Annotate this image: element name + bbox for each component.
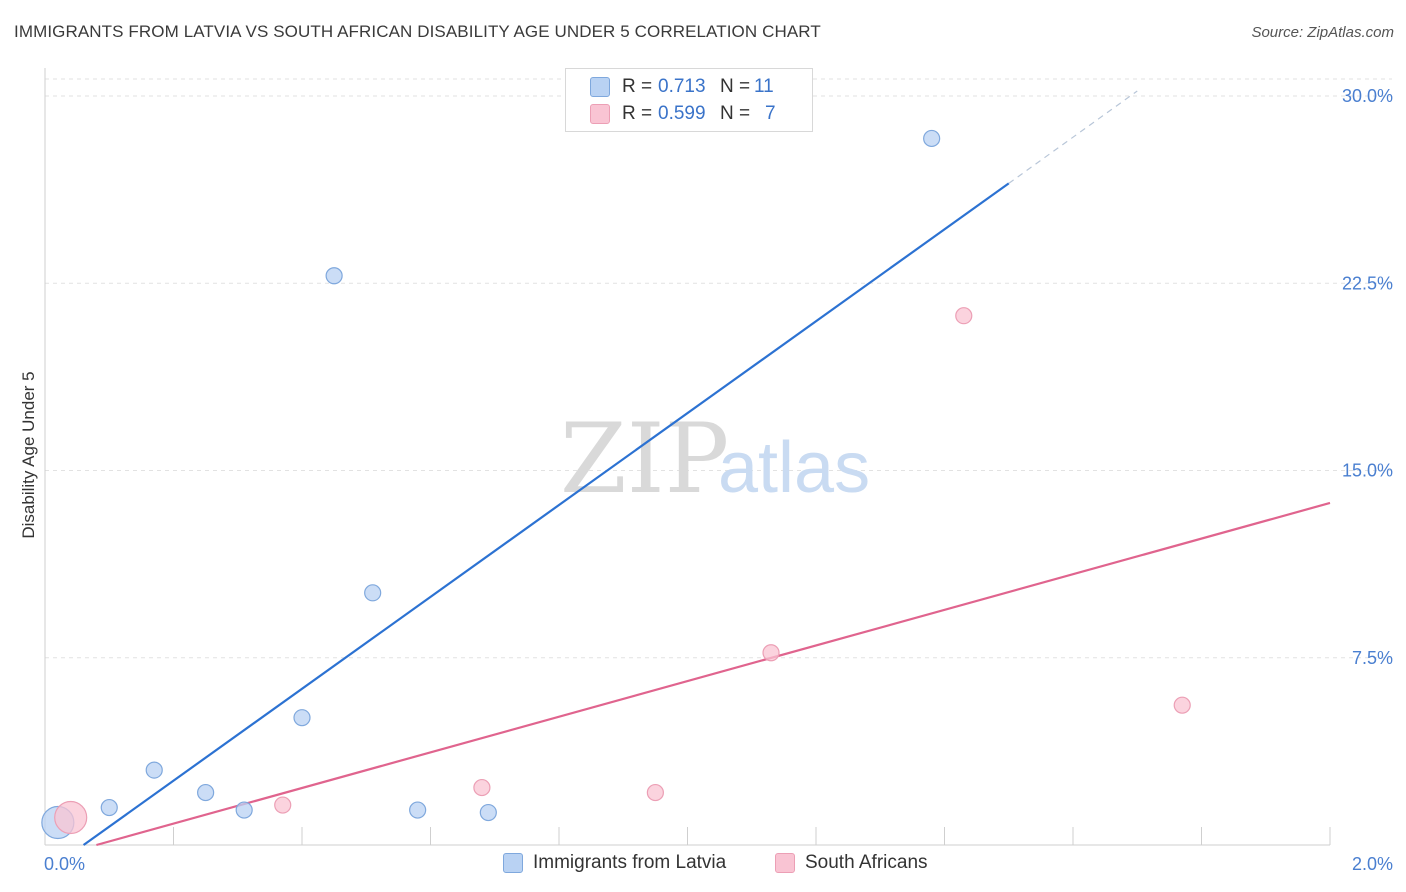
n-label: N = xyxy=(720,103,751,124)
watermark-zip: ZIP xyxy=(560,403,729,515)
y-tick-label: 22.5% xyxy=(1342,273,1393,293)
trend-lines xyxy=(82,90,1331,847)
legend-swatch-south-africans xyxy=(775,853,795,873)
y-tick-label: 30.0% xyxy=(1342,86,1393,106)
data-points xyxy=(41,129,1191,840)
x-tick-labels: 0.0% 2.0% xyxy=(44,854,1393,874)
series-legend: Immigrants from Latvia South Africans xyxy=(0,852,1406,876)
y-tick-label: 15.0% xyxy=(1342,461,1393,481)
data-point-latvia xyxy=(293,709,311,727)
data-point-latvia xyxy=(235,801,253,819)
y-axis-label: Disability Age Under 5 xyxy=(19,371,38,538)
n-value: 11 xyxy=(754,76,774,97)
legend-swatch-latvia xyxy=(590,77,610,97)
trend-line-latvia xyxy=(82,182,1010,846)
legend-row-latvia: R = 0.713 N = 11 xyxy=(590,75,774,99)
data-point-south-africans xyxy=(955,307,973,325)
axes xyxy=(44,68,1331,846)
r-value: 0.599 xyxy=(658,103,706,124)
data-point-latvia xyxy=(145,761,163,779)
legend-item-south-africans[interactable]: South Africans xyxy=(775,852,928,874)
legend-row-south-africans: R = 0.599 N = 7 xyxy=(590,102,776,126)
data-point-south-africans xyxy=(1173,696,1191,714)
y-tick-labels: 7.5% 15.0% 22.5% 30.0% xyxy=(1342,86,1393,668)
data-point-latvia xyxy=(100,798,118,817)
legend-item-latvia[interactable]: Immigrants from Latvia xyxy=(503,852,726,874)
correlation-legend: R = 0.713 N = 11 R = 0.599 N = 7 xyxy=(565,68,813,132)
data-point-latvia xyxy=(364,584,382,602)
n-value: 7 xyxy=(765,103,776,124)
data-point-south-africans xyxy=(762,644,780,662)
data-point-latvia xyxy=(197,783,215,802)
y-tick-label: 7.5% xyxy=(1352,648,1393,668)
legend-swatch-south-africans xyxy=(590,104,610,124)
watermark: ZIP atlas xyxy=(560,403,870,515)
data-point-south-africans xyxy=(473,778,491,797)
data-point-latvia xyxy=(409,801,427,819)
n-label: N = xyxy=(720,76,751,97)
r-label: R = xyxy=(622,103,653,124)
data-point-latvia xyxy=(923,129,941,148)
legend-swatch-latvia xyxy=(503,853,523,873)
r-label: R = xyxy=(622,76,653,97)
r-value: 0.713 xyxy=(658,76,706,97)
data-point-south-africans xyxy=(54,800,88,835)
x-tick-label-min: 0.0% xyxy=(44,854,85,874)
legend-label-latvia: Immigrants from Latvia xyxy=(533,852,727,873)
watermark-atlas: atlas xyxy=(718,428,870,508)
trend-line-south-africans xyxy=(96,501,1331,847)
data-point-south-africans xyxy=(274,796,292,814)
source-label: Source: ZipAtlas.com xyxy=(1251,24,1394,41)
x-tick-label-max: 2.0% xyxy=(1352,854,1393,874)
gridlines xyxy=(45,78,1392,659)
chart-title: IMMIGRANTS FROM LATVIA VS SOUTH AFRICAN … xyxy=(14,22,821,41)
legend-label-south-africans: South Africans xyxy=(805,852,928,873)
data-point-latvia xyxy=(479,803,497,822)
data-point-latvia xyxy=(325,267,343,285)
trend-extension-latvia xyxy=(1008,90,1138,184)
data-point-south-africans xyxy=(646,783,664,802)
